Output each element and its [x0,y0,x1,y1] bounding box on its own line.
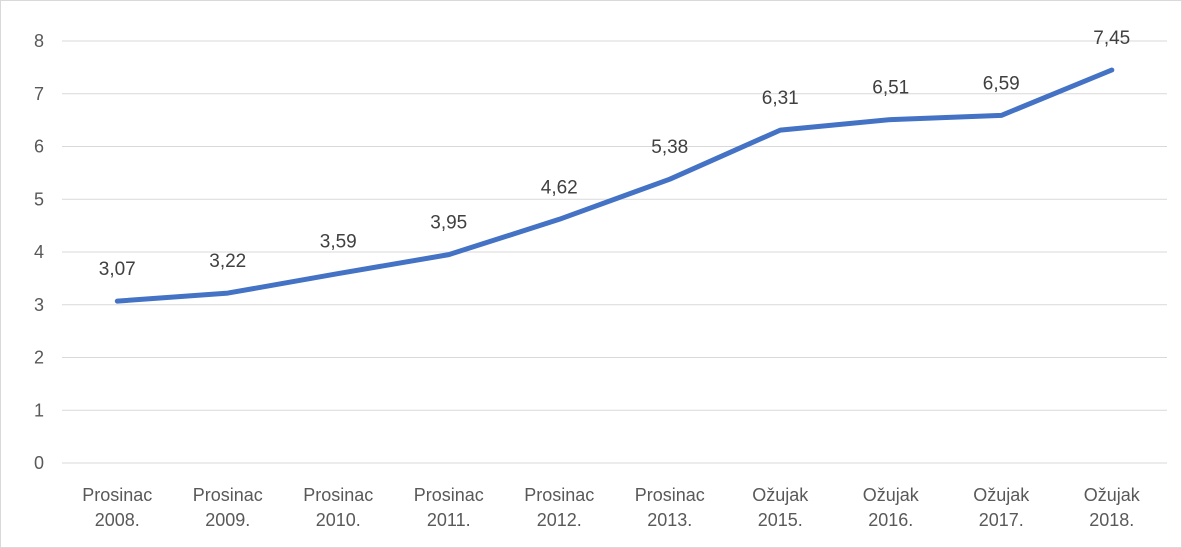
data-label: 3,07 [99,259,136,280]
y-tick-label: 3 [34,295,44,315]
x-tick-label: Prosinac 2011. [414,485,484,530]
y-tick-label: 8 [34,31,44,51]
data-label: 3,59 [320,232,357,253]
x-tick-label: Ožujak 2015. [752,485,809,530]
data-label: 3,95 [430,213,467,234]
y-tick-label: 4 [34,242,44,262]
y-tick-label: 5 [34,189,44,209]
y-axis-ticks: 0 1 2 3 4 5 6 7 8 [34,31,44,473]
y-tick-label: 0 [34,453,44,473]
x-axis-ticks: Prosinac 2008. Prosinac 2009. Prosinac 2010. P… [82,485,1141,530]
x-tick-label: Prosinac 2010. [303,485,373,530]
data-label: 6,51 [872,78,909,99]
x-tick-label: Ožujak 2017. [973,485,1030,530]
x-tick-label: Ožujak 2018. [1084,485,1141,530]
data-label: 7,45 [1093,28,1130,49]
data-label: 5,38 [651,137,688,158]
data-label: 3,22 [209,251,246,272]
data-label: 4,62 [541,177,578,198]
y-tick-label: 1 [34,400,44,420]
series-layer [114,67,1115,304]
x-tick-label: Prosinac 2008. [82,485,152,530]
data-label: 6,59 [983,73,1020,94]
y-tick-label: 2 [34,348,44,368]
data-labels: 3,07 3,22 3,59 3,95 4,62 5,38 6,31 6,51 6,59 7,45 [99,28,1130,280]
y-tick-label: 7 [34,84,44,104]
y-tick-label: 6 [34,137,44,157]
x-tick-label: Prosinac 2009. [193,485,263,530]
data-label: 6,31 [762,88,799,109]
series-line [114,67,1115,304]
x-tick-label: Prosinac 2012. [524,485,594,530]
x-tick-label: Prosinac 2013. [635,485,705,530]
x-tick-label: Ožujak 2016. [863,485,920,530]
